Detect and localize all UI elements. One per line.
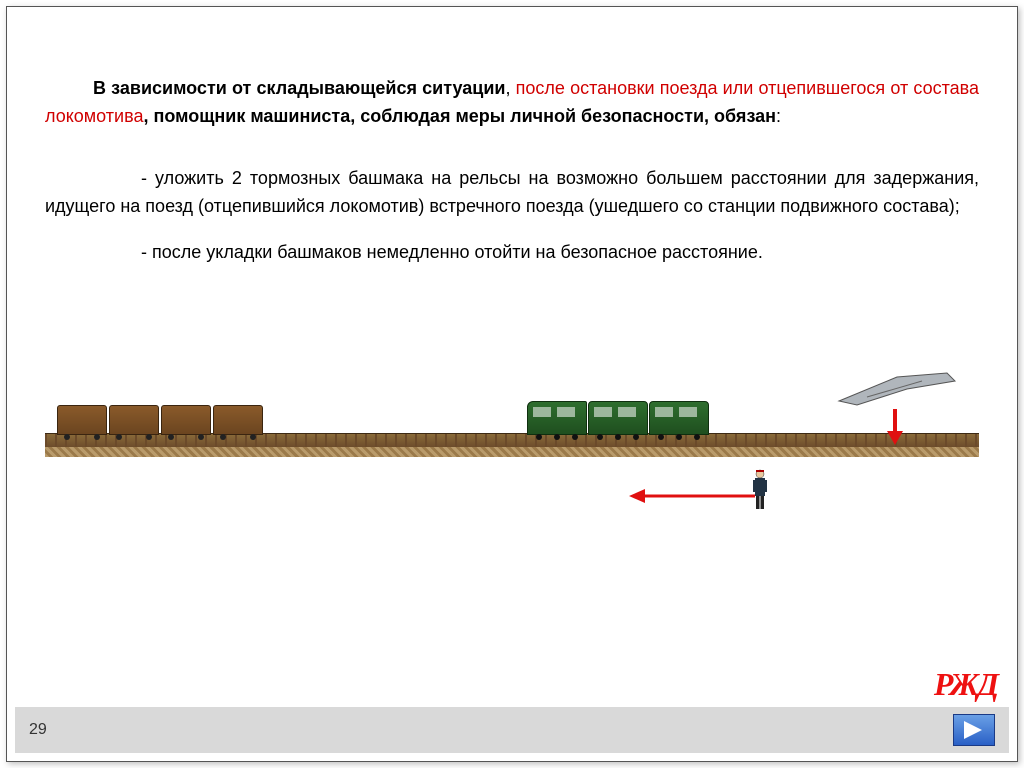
p1-seg2: , bbox=[505, 78, 515, 98]
diagram-area bbox=[7, 347, 1017, 567]
brake-shoe-icon bbox=[837, 371, 957, 407]
paragraph-3: - после укладки башмаков немедленно отой… bbox=[45, 239, 979, 267]
track-ballast bbox=[45, 447, 979, 457]
text-content: В зависимости от складывающейся ситуации… bbox=[45, 57, 979, 284]
p1-seg1: В зависимости от складывающейся ситуации bbox=[93, 78, 505, 98]
wagon bbox=[161, 405, 211, 435]
arrow-down-icon bbox=[885, 407, 905, 450]
freight-wagons bbox=[57, 405, 263, 435]
paragraph-1: В зависимости от складывающейся ситуации… bbox=[45, 75, 979, 131]
locomotive bbox=[527, 401, 587, 435]
wagon bbox=[57, 405, 107, 435]
wagon bbox=[109, 405, 159, 435]
wagon bbox=[213, 405, 263, 435]
footer-bar: 29 bbox=[15, 707, 1009, 753]
rzd-logo: РЖД bbox=[934, 666, 997, 703]
locomotive-group bbox=[527, 401, 709, 435]
p1-seg4: , bbox=[143, 106, 153, 126]
p1-seg6: : bbox=[776, 106, 781, 126]
locomotive bbox=[588, 401, 648, 435]
page-number: 29 bbox=[29, 721, 47, 739]
next-slide-button[interactable] bbox=[953, 714, 995, 746]
p1-seg5: помощник машиниста, соблюдая меры личной… bbox=[153, 106, 776, 126]
locomotive bbox=[649, 401, 709, 435]
slide-frame: В зависимости от складывающейся ситуации… bbox=[6, 6, 1018, 762]
arrow-left-icon bbox=[627, 487, 757, 510]
paragraph-2: - уложить 2 тормозных башмака на рельсы … bbox=[45, 165, 979, 221]
